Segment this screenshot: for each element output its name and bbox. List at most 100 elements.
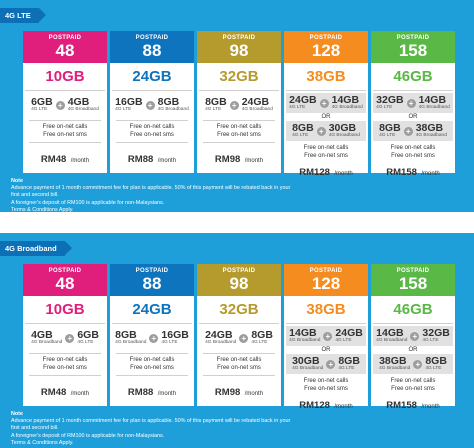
divider	[203, 353, 275, 354]
data-combo: 4GB 4G Broadband +6GB 4G LTE	[25, 328, 105, 348]
plan-card-128[interactable]: POSTPAID 128 38GB 24GB 4G LTE +14GB 4G Broadba…	[284, 31, 368, 178]
divider	[116, 353, 188, 354]
price-amount: RM48	[40, 387, 67, 398]
price-period: /month	[70, 391, 90, 397]
or-divider: OR	[408, 347, 418, 353]
data-type: 4G LTE	[425, 365, 442, 371]
price-period: /month	[421, 404, 440, 410]
plan-price: RM158 /month	[371, 395, 455, 413]
data-combo: 38GB 4G Broadband +8GB 4G LTE	[373, 354, 453, 374]
free-calls: Free on-net calls	[216, 357, 262, 363]
data-type: 4G Broadband	[31, 339, 63, 345]
plan-price: RM88 /month	[110, 149, 194, 167]
data-combo: 8GB 4G LTE +30GB 4G Broadband	[286, 121, 366, 141]
lte-note-heading: Note	[11, 178, 23, 184]
data-pack: 8GB 4G LTE	[292, 123, 314, 138]
plus-icon: +	[149, 333, 159, 343]
data-amount: 14GB	[331, 94, 360, 107]
data-type: 4G Broadband	[331, 104, 363, 110]
data-type: 4G Broadband	[292, 365, 324, 371]
price-amount: RM158	[386, 400, 417, 411]
data-type: 4G Broadband	[415, 132, 447, 138]
data-type: 4G Broadband	[67, 106, 99, 112]
data-amount: 8GB	[251, 329, 273, 342]
data-combo: 14GB 4G Broadband +24GB 4G LTE	[286, 326, 366, 346]
plus-icon: +	[65, 333, 75, 343]
plan-type-label: POSTPAID	[309, 268, 343, 274]
data-amount: 8GB	[115, 329, 137, 342]
broadband-tag: 4G Broadband	[0, 241, 72, 256]
plan-card-48[interactable]: POSTPAID 48 10GB 4GB 4G Broadband +6GB 4G LTE F…	[23, 264, 107, 406]
plan-card-98[interactable]: POSTPAID 98 32GB 24GB 4G Broadband +8GB 4G LTE…	[197, 264, 281, 406]
data-pack: 24GB 4G LTE	[289, 95, 316, 110]
data-amount: 8GB	[157, 96, 180, 109]
data-type: 4G Broadband	[379, 365, 411, 371]
plan-price: RM98 /month	[197, 382, 281, 400]
plan-header: POSTPAID 98	[197, 31, 281, 63]
data-amount: 6GB	[77, 329, 99, 342]
plan-card-98[interactable]: POSTPAID 98 32GB 8GB 4G LTE +24GB 4G Broadband…	[197, 31, 281, 173]
data-pack: 8GB 4G Broadband	[115, 330, 146, 345]
data-type: 4G LTE	[205, 106, 222, 112]
plan-total-data: 24GB	[112, 63, 192, 91]
plan-card-88[interactable]: POSTPAID 88 24GB 16GB 4G LTE +8GB 4G Broadband…	[110, 31, 194, 173]
plan-card-88[interactable]: POSTPAID 88 24GB 8GB 4G Broadband +16GB 4G LTE…	[110, 264, 194, 406]
data-pack: 30GB 4G Broadband	[292, 356, 323, 371]
divider	[203, 375, 275, 376]
data-combo: 6GB 4G LTE +4GB 4G Broadband	[25, 95, 105, 115]
data-pack: 16GB 4G LTE	[115, 97, 142, 112]
plan-type-label: POSTPAID	[222, 35, 256, 41]
plan-number: 88	[142, 274, 162, 293]
data-pack: 32GB 4G LTE	[376, 95, 403, 110]
data-amount: 24GB	[289, 94, 317, 107]
data-type: 4G LTE	[115, 106, 132, 112]
price-amount: RM98	[214, 154, 241, 165]
data-pack: 38GB 4G Broadband	[416, 123, 447, 138]
plan-price: RM128 /month	[284, 395, 368, 413]
free-benefits: Free on-net calls Free on-net sms	[199, 356, 279, 372]
data-pack: 14GB 4G Broadband	[419, 95, 450, 110]
plan-price: RM48 /month	[23, 149, 107, 167]
data-type: 4G Broadband	[328, 132, 360, 138]
broadband-note-line: first and second bill.	[11, 425, 59, 432]
free-calls: Free on-net calls	[129, 124, 175, 130]
plan-card-158[interactable]: POSTPAID 158 46GB 14GB 4G Broadband +32GB 4G L…	[371, 264, 455, 411]
plan-header: POSTPAID 158	[371, 31, 455, 63]
plan-number: 48	[55, 41, 75, 60]
price-amount: RM128	[299, 167, 330, 178]
data-amount: 14GB	[376, 327, 404, 340]
data-pack: 14GB 4G Broadband	[289, 328, 320, 343]
price-amount: RM128	[299, 400, 330, 411]
free-benefits: Free on-net calls Free on-net sms	[112, 356, 192, 372]
free-benefits: Free on-net calls Free on-net sms	[373, 377, 453, 393]
data-pack: 24GB 4G LTE	[335, 328, 362, 343]
free-sms: Free on-net sms	[391, 386, 435, 392]
plan-total-data: 10GB	[25, 63, 105, 91]
data-combo: 8GB 4G LTE +24GB 4G Broadband	[199, 95, 279, 115]
plan-number: 48	[55, 274, 75, 293]
divider	[29, 375, 101, 376]
plus-icon: +	[323, 331, 333, 341]
data-amount: 4GB	[67, 96, 90, 109]
data-pack: 14GB 4G Broadband	[376, 328, 407, 343]
plan-card-48[interactable]: POSTPAID 48 10GB 6GB 4G LTE +4GB 4G Broadband F…	[23, 31, 107, 173]
broadband-note: Note Advance payment of 1 month commitme…	[11, 411, 431, 447]
price-amount: RM88	[127, 387, 154, 398]
data-pack: 24GB 4G Broadband	[205, 330, 236, 345]
divider	[116, 375, 188, 376]
plan-number: 98	[229, 41, 249, 60]
data-combo: 16GB 4G LTE +8GB 4G Broadband	[112, 95, 192, 115]
data-pack: 38GB 4G Broadband	[379, 356, 410, 371]
data-pack: 8GB 4G LTE	[205, 97, 227, 112]
data-pack: 8GB 4G LTE	[338, 356, 360, 371]
data-type: 4G Broadband	[205, 339, 237, 345]
plan-card-158[interactable]: POSTPAID 158 46GB 32GB 4G LTE +14GB 4G Broadba…	[371, 31, 455, 178]
plan-header: POSTPAID 128	[284, 264, 368, 296]
plan-card-128[interactable]: POSTPAID 128 38GB 14GB 4G Broadband +24GB 4G L…	[284, 264, 368, 411]
free-benefits: Free on-net calls Free on-net sms	[112, 123, 192, 139]
plus-icon: +	[239, 333, 249, 343]
free-benefits: Free on-net calls Free on-net sms	[286, 377, 366, 393]
free-sms: Free on-net sms	[130, 132, 174, 138]
plus-icon: +	[145, 100, 155, 110]
plan-type-label: POSTPAID	[48, 268, 82, 274]
